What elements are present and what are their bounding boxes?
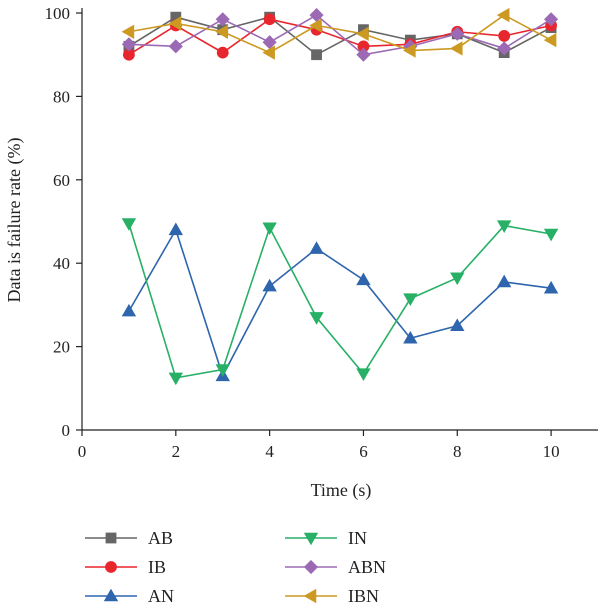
legend-marker-an bbox=[103, 588, 119, 602]
legend-item-in: IN bbox=[285, 528, 367, 548]
y-axis-title: Data is failure rate (%) bbox=[4, 138, 25, 303]
y-tick-label: 40 bbox=[53, 254, 70, 273]
data-point-ib bbox=[498, 30, 511, 42]
data-point-an bbox=[496, 274, 512, 288]
legend-item-ab: AB bbox=[85, 528, 173, 548]
data-point-abn bbox=[497, 41, 512, 56]
data-point-an bbox=[168, 222, 184, 236]
legend: AB IB AN IN ABN IBN bbox=[85, 528, 386, 606]
legend-item-ibn: IBN bbox=[285, 586, 379, 606]
data-point-in bbox=[309, 312, 324, 325]
legend-label-abn: ABN bbox=[348, 557, 386, 577]
y-tick-label: 80 bbox=[53, 87, 70, 106]
series-an bbox=[121, 222, 559, 382]
data-point-an bbox=[543, 280, 559, 294]
series-in bbox=[121, 218, 559, 386]
data-point-ibn bbox=[543, 32, 557, 48]
data-point-an bbox=[356, 272, 371, 286]
data-point-in bbox=[403, 293, 418, 306]
data-point-ibn bbox=[496, 7, 510, 23]
data-point-in bbox=[215, 364, 230, 377]
series-line-ibn bbox=[128, 14, 552, 54]
data-point-in bbox=[543, 228, 559, 242]
data-point-abn bbox=[450, 26, 465, 41]
data-point-ibn bbox=[403, 43, 416, 58]
data-point-an bbox=[309, 241, 324, 254]
axes bbox=[81, 8, 598, 431]
legend-marker-ibn bbox=[303, 588, 317, 604]
data-point-an bbox=[262, 278, 277, 292]
legend-label-ab: AB bbox=[148, 528, 173, 548]
y-tick-label: 60 bbox=[53, 171, 70, 190]
series-layer bbox=[121, 7, 559, 386]
data-point-in bbox=[121, 218, 137, 231]
data-point-in bbox=[496, 220, 512, 233]
data-point-ab bbox=[311, 49, 322, 61]
data-point-in bbox=[356, 368, 371, 382]
x-tick-label: 0 bbox=[78, 442, 87, 461]
series-line-ib bbox=[128, 18, 552, 56]
series-ibn bbox=[121, 7, 557, 60]
x-tick-label: 4 bbox=[265, 442, 274, 461]
data-point-an bbox=[121, 303, 137, 317]
x-tick-label: 2 bbox=[172, 442, 181, 461]
legend-label-ibn: IBN bbox=[348, 586, 379, 606]
x-axis-title: Time (s) bbox=[311, 480, 372, 501]
data-point-ib bbox=[263, 13, 276, 26]
legend-marker-ib bbox=[105, 561, 117, 573]
data-point-ib bbox=[216, 46, 229, 59]
x-tick-label: 8 bbox=[453, 442, 462, 461]
series-line-abn bbox=[128, 14, 552, 56]
data-point-ibn bbox=[309, 18, 322, 33]
series-line-in bbox=[128, 223, 552, 379]
data-point-ibn bbox=[356, 26, 369, 42]
data-point-abn bbox=[168, 39, 183, 54]
data-point-in bbox=[262, 222, 277, 236]
data-point-an bbox=[403, 330, 418, 344]
legend-label-ib: IB bbox=[148, 557, 166, 577]
y-tick-label: 100 bbox=[45, 4, 71, 23]
data-point-ibn bbox=[121, 24, 135, 39]
data-point-ibn bbox=[168, 16, 182, 31]
data-point-an bbox=[450, 318, 465, 332]
data-point-ibn bbox=[215, 24, 229, 39]
data-point-abn bbox=[356, 47, 371, 62]
x-tick-label: 10 bbox=[543, 442, 560, 461]
y-tick-label: 20 bbox=[53, 338, 70, 357]
legend-label-in: IN bbox=[348, 528, 367, 548]
legend-item-abn: ABN bbox=[285, 557, 386, 577]
series-line-ab bbox=[128, 16, 552, 56]
legend-item-an: AN bbox=[85, 586, 174, 606]
data-point-abn bbox=[121, 37, 136, 52]
series-line-an bbox=[128, 227, 552, 378]
y-tick-label: 0 bbox=[62, 421, 71, 440]
legend-marker-abn bbox=[303, 559, 319, 575]
data-point-ibn bbox=[262, 45, 275, 60]
data-point-abn bbox=[215, 12, 230, 27]
x-tick-label: 6 bbox=[359, 442, 368, 461]
data-point-in bbox=[168, 372, 184, 386]
legend-marker-ab bbox=[105, 532, 117, 544]
legend-item-ib: IB bbox=[85, 557, 166, 577]
legend-marker-in bbox=[303, 532, 319, 546]
legend-label-an: AN bbox=[148, 586, 174, 606]
data-point-ibn bbox=[449, 41, 463, 56]
data-point-abn bbox=[544, 12, 559, 27]
data-point-in bbox=[450, 272, 465, 286]
